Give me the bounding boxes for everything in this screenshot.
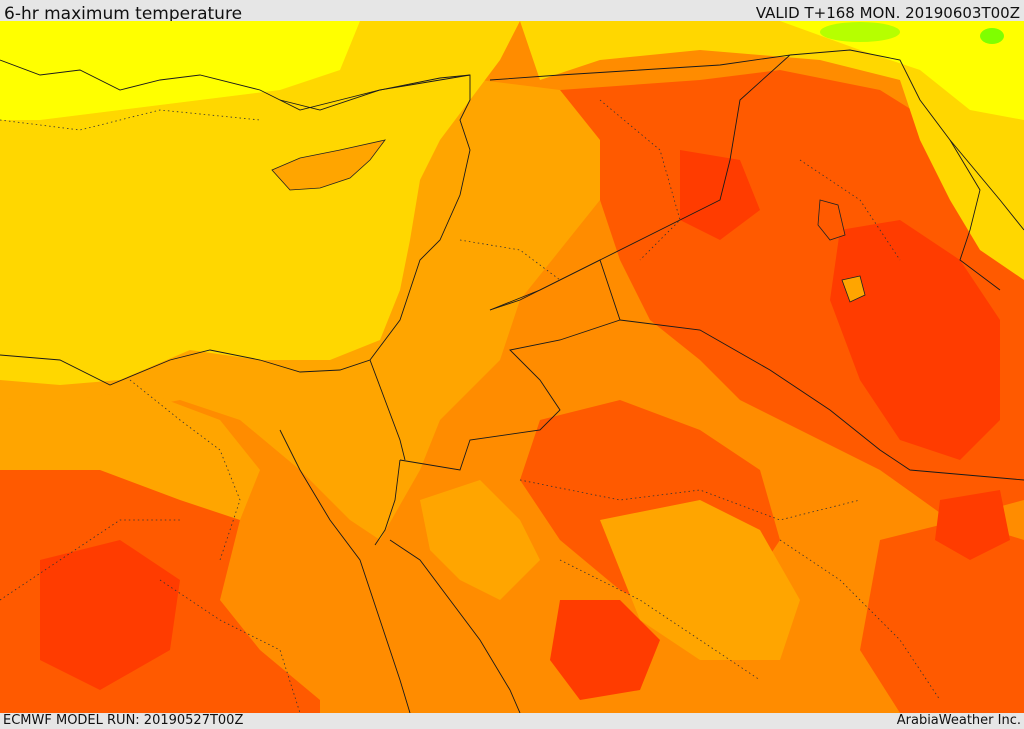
internal-boundaries (0, 99, 941, 713)
temperature-zone-coolest-caucasus (780, 21, 1024, 120)
valid-time: VALID T+168 MON. 20190603T00Z (755, 4, 1020, 22)
coastline-aqaba (374, 459, 401, 546)
temperature-zone-red-gulf (830, 220, 1000, 460)
dotted-boundary-3 (799, 159, 901, 261)
temperature-zone-green-hint-east (980, 28, 1004, 44)
border-iraq-saudi (619, 319, 1024, 481)
temperature-zone-green-hint (820, 22, 900, 42)
temperature-zone-red-east (935, 490, 1010, 560)
coastline-redsea-west (279, 429, 411, 713)
coastline-levant (0, 74, 471, 386)
dotted-boundary-9 (159, 579, 301, 713)
map-title: 6-hr maximum temperature (4, 4, 243, 24)
temperature-zone-hot-se (860, 520, 1024, 713)
cyprus-island (271, 139, 386, 191)
bahrain-island (841, 275, 866, 303)
temperature-zone-mild-egypt (0, 390, 260, 520)
model-run-label: ECMWF MODEL RUN: 20190527T00Z (3, 713, 244, 728)
temperature-zone-red-southwest (40, 540, 180, 690)
temperature-map (0, 21, 1024, 713)
temperature-zone-coolest-turkey (0, 21, 360, 120)
dotted-boundary-8 (779, 539, 941, 701)
temperature-zone-red-arabia (550, 600, 660, 700)
dotted-boundary-6 (519, 479, 861, 521)
temperature-zone-cool-med (0, 21, 520, 385)
border-jordan (399, 259, 621, 471)
map-boundaries (0, 49, 1024, 713)
border-egypt-israel (369, 359, 406, 461)
coastline-turkey (0, 59, 471, 111)
temperature-zone-red-iraq (680, 150, 760, 240)
dotted-boundary-5 (0, 519, 180, 601)
dotted-boundary-1 (0, 109, 261, 131)
coastline-redsea-east (389, 539, 521, 713)
coastline-gulf (949, 139, 1024, 231)
credit-label: ArabiaWeather Inc. (896, 713, 1021, 728)
qatar-peninsula (817, 199, 846, 241)
temperature-zone-mild-sinai (420, 480, 540, 600)
temperature-zone-mild-redsea (600, 500, 800, 660)
